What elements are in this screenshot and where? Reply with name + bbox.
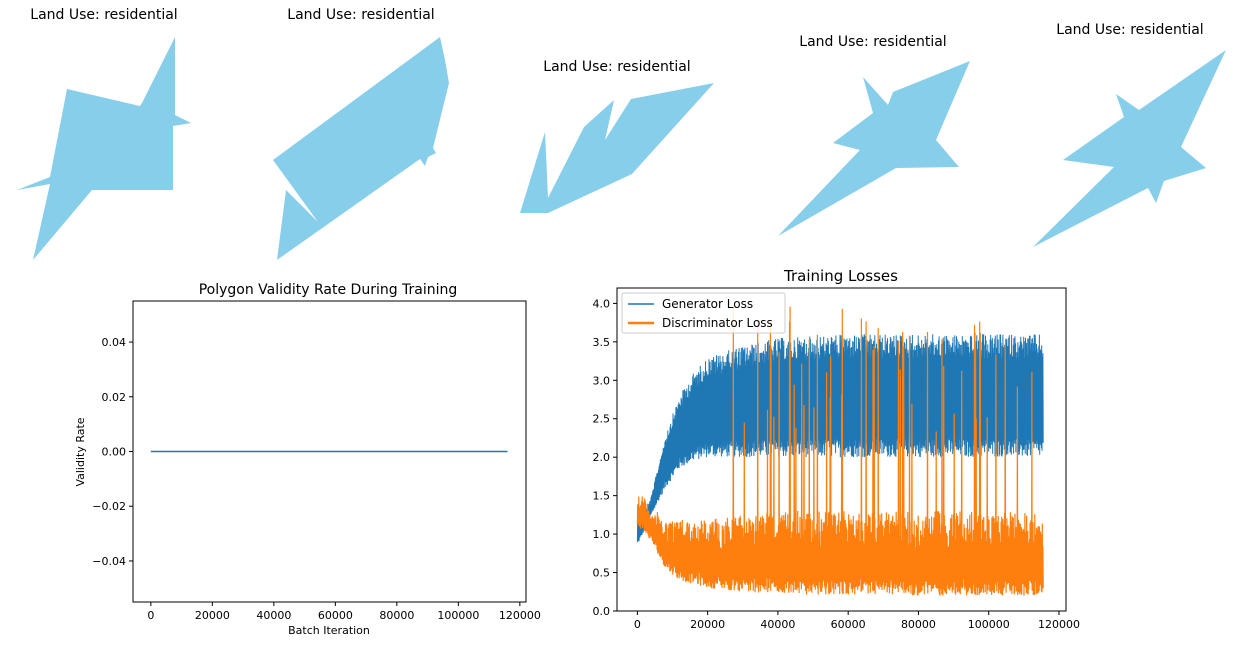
y-tick-label: 0.0 [593, 605, 611, 618]
y-tick-label: 0.02 [102, 391, 127, 404]
y-tick-label: 3.0 [593, 374, 611, 387]
polygon-panel-4: Land Use: residential [778, 34, 970, 236]
x-tick-label: 0 [634, 618, 641, 631]
y-tick-label: 1.5 [593, 490, 611, 503]
y-tick-label: 4.0 [593, 297, 611, 310]
legend: Generator Loss Discriminator Loss [621, 292, 786, 334]
y-axis-label: Validity Rate [74, 417, 87, 486]
polygon-panel-title: Land Use: residential [799, 34, 946, 50]
x-tick-label: 120000 [499, 609, 541, 622]
polygon-shape-4 [778, 61, 970, 236]
legend-label-generator: Generator Loss [662, 297, 753, 311]
polygon-panel-title: Land Use: residential [543, 59, 690, 75]
polygon-panel-1: Land Use: residential [17, 7, 191, 260]
chart-title: Polygon Validity Rate During Training [199, 282, 458, 298]
training-losses-chart: Training Losses 0 20000 40000 60000 80000 100… [593, 267, 1080, 631]
x-tick-label: 120000 [1038, 618, 1080, 631]
polygon-panel-title: Land Use: residential [30, 7, 177, 23]
x-axis-label: Batch Iteration [288, 624, 370, 637]
polygon-shape-3 [520, 83, 714, 213]
legend-box [621, 292, 786, 334]
y-tick-label: −0.04 [92, 555, 126, 568]
x-tick-label: 0 [147, 609, 154, 622]
x-tick-label: 100000 [968, 618, 1010, 631]
polygon-panel-2: Land Use: residential [273, 7, 449, 260]
x-tick-label: 40000 [256, 609, 291, 622]
x-tick-label: 100000 [437, 609, 479, 622]
polygon-panel-title: Land Use: residential [1056, 22, 1203, 38]
y-tick-label: −0.02 [92, 500, 126, 513]
polygon-shape-2 [273, 37, 449, 260]
plot-frame [616, 287, 1067, 612]
polygon-panel-3: Land Use: residential [520, 59, 714, 213]
polygon-panel-title: Land Use: residential [287, 7, 434, 23]
chart-title: Training Losses [783, 267, 898, 285]
polygon-shape-1 [17, 37, 191, 260]
x-tick-label: 40000 [760, 618, 795, 631]
y-tick-label: 2.5 [593, 413, 611, 426]
polygon-shape-5 [1033, 50, 1226, 247]
y-tick-label: 0.04 [102, 336, 127, 349]
discriminator-loss-line [636, 305, 1044, 596]
x-tick-label: 20000 [690, 618, 725, 631]
legend-label-discriminator: Discriminator Loss [662, 316, 773, 330]
y-tick-label: 3.5 [593, 336, 611, 349]
y-tick-label: 0.00 [102, 446, 127, 459]
generator-loss-line [636, 334, 1044, 543]
x-tick-label: 20000 [195, 609, 230, 622]
plot-frame [132, 300, 527, 603]
polygon-panel-5: Land Use: residential [1033, 22, 1226, 247]
x-tick-label: 60000 [318, 609, 353, 622]
x-tick-label: 80000 [901, 618, 936, 631]
y-tick-label: 0.5 [593, 567, 611, 580]
x-tick-label: 80000 [379, 609, 414, 622]
y-tick-label: 2.0 [593, 451, 611, 464]
validity-rate-chart: Polygon Validity Rate During Training 0 2… [74, 282, 541, 637]
y-tick-label: 1.0 [593, 528, 611, 541]
x-tick-label: 60000 [831, 618, 866, 631]
